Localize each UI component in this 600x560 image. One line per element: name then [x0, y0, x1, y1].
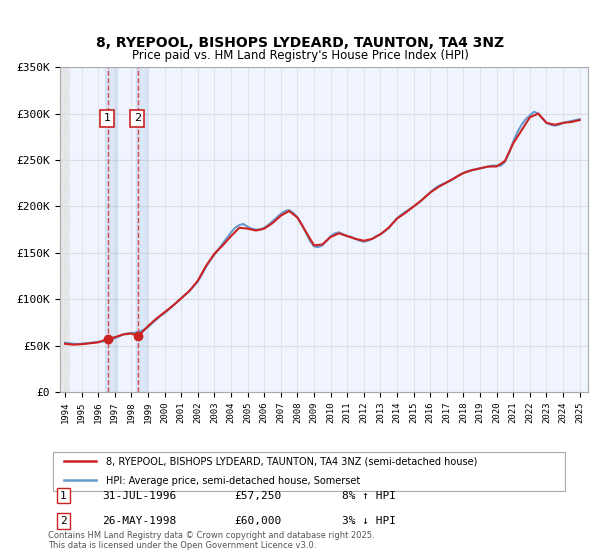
Bar: [136, 67, 147, 392]
Text: 2: 2: [60, 516, 67, 526]
FancyBboxPatch shape: [53, 452, 565, 492]
Text: 3% ↓ HPI: 3% ↓ HPI: [342, 516, 396, 526]
Text: 1: 1: [103, 113, 110, 123]
Text: 8, RYEPOOL, BISHOPS LYDEARD, TAUNTON, TA4 3NZ (semi-detached house): 8, RYEPOOL, BISHOPS LYDEARD, TAUNTON, TA…: [106, 456, 478, 466]
Text: 26-MAY-1998: 26-MAY-1998: [102, 516, 176, 526]
Text: £57,250: £57,250: [234, 491, 281, 501]
Text: 8, RYEPOOL, BISHOPS LYDEARD, TAUNTON, TA4 3NZ: 8, RYEPOOL, BISHOPS LYDEARD, TAUNTON, TA…: [96, 36, 504, 50]
Text: 31-JUL-1996: 31-JUL-1996: [102, 491, 176, 501]
Text: Price paid vs. HM Land Registry's House Price Index (HPI): Price paid vs. HM Land Registry's House …: [131, 49, 469, 62]
Text: Contains HM Land Registry data © Crown copyright and database right 2025.
This d: Contains HM Land Registry data © Crown c…: [48, 530, 374, 550]
Bar: [106, 67, 117, 392]
Text: 1: 1: [60, 491, 67, 501]
Text: HPI: Average price, semi-detached house, Somerset: HPI: Average price, semi-detached house,…: [106, 477, 361, 486]
Text: 2: 2: [134, 113, 141, 123]
Bar: [32, 67, 70, 392]
Text: 8% ↑ HPI: 8% ↑ HPI: [342, 491, 396, 501]
Text: £60,000: £60,000: [234, 516, 281, 526]
